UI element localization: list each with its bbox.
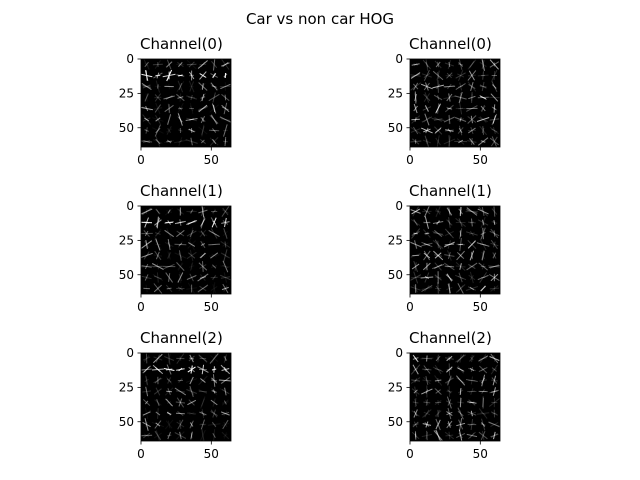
panel-car-ch2: Channel(2) 0 25 50 0 50 [119, 329, 232, 461]
axes-frame [140, 205, 232, 295]
y-tick-label: 0 [395, 199, 403, 213]
panel-title: Channel(1) [409, 182, 492, 200]
x-tick-label: 0 [137, 153, 145, 167]
panel-title: Channel(2) [140, 329, 223, 347]
y-tick-label: 50 [388, 268, 403, 282]
y-tick-label: 25 [119, 380, 134, 394]
y-tick-label: 0 [126, 52, 134, 66]
panel-noncar-ch1: Channel(1) 0 25 50 0 50 [388, 182, 501, 314]
panel-title: Channel(2) [409, 329, 492, 347]
x-tick-label: 50 [473, 447, 488, 461]
panel-title: Channel(0) [140, 35, 223, 53]
panel-car-ch1: Channel(1) 0 25 50 0 50 [119, 182, 232, 314]
y-tick-label: 0 [126, 346, 134, 360]
hog-texture [141, 352, 232, 442]
hog-image [410, 353, 500, 441]
panel-car-ch0: Channel(0) 0 25 50 0 50 [119, 35, 232, 167]
hog-texture [409, 58, 501, 148]
x-tick-label: 50 [204, 447, 219, 461]
x-tick-label: 0 [137, 447, 145, 461]
y-tick-label: 0 [395, 346, 403, 360]
figure-title: Car vs non car HOG [246, 10, 394, 28]
x-tick-label: 50 [473, 300, 488, 314]
y-tick-label: 25 [388, 380, 403, 394]
y-tick-label: 0 [395, 52, 403, 66]
y-tick-label: 50 [119, 268, 134, 282]
hog-image [410, 206, 500, 294]
x-tick-label: 50 [473, 153, 488, 167]
axes-frame [409, 58, 501, 148]
y-tick-label: 25 [119, 233, 134, 247]
x-tick-label: 0 [406, 447, 414, 461]
hog-texture [410, 353, 501, 442]
y-tick-label: 0 [126, 199, 134, 213]
hog-texture [140, 205, 231, 295]
y-tick-label: 50 [119, 121, 134, 135]
y-tick-label: 50 [119, 415, 134, 429]
panel-title: Channel(1) [140, 182, 223, 200]
x-tick-label: 0 [406, 300, 414, 314]
hog-texture [409, 205, 501, 295]
x-tick-label: 0 [406, 153, 414, 167]
x-tick-label: 50 [204, 300, 219, 314]
hog-image [141, 59, 231, 147]
axes-frame [140, 58, 232, 148]
panel-noncar-ch0: Channel(0) 0 25 50 0 50 [388, 35, 501, 167]
hog-image [410, 59, 500, 147]
y-tick-label: 25 [119, 86, 134, 100]
hog-image [141, 206, 231, 294]
axes-frame [409, 205, 501, 295]
y-tick-label: 50 [388, 121, 403, 135]
axes-frame [409, 352, 501, 442]
y-tick-label: 25 [388, 233, 403, 247]
hog-texture [140, 58, 232, 148]
x-tick-label: 50 [204, 153, 219, 167]
panel-noncar-ch2: Channel(2) 0 25 50 0 50 [388, 329, 501, 461]
y-tick-label: 25 [388, 86, 403, 100]
axes-frame [140, 352, 232, 442]
panel-title: Channel(0) [409, 35, 492, 53]
x-tick-label: 0 [137, 300, 145, 314]
y-tick-label: 50 [388, 415, 403, 429]
